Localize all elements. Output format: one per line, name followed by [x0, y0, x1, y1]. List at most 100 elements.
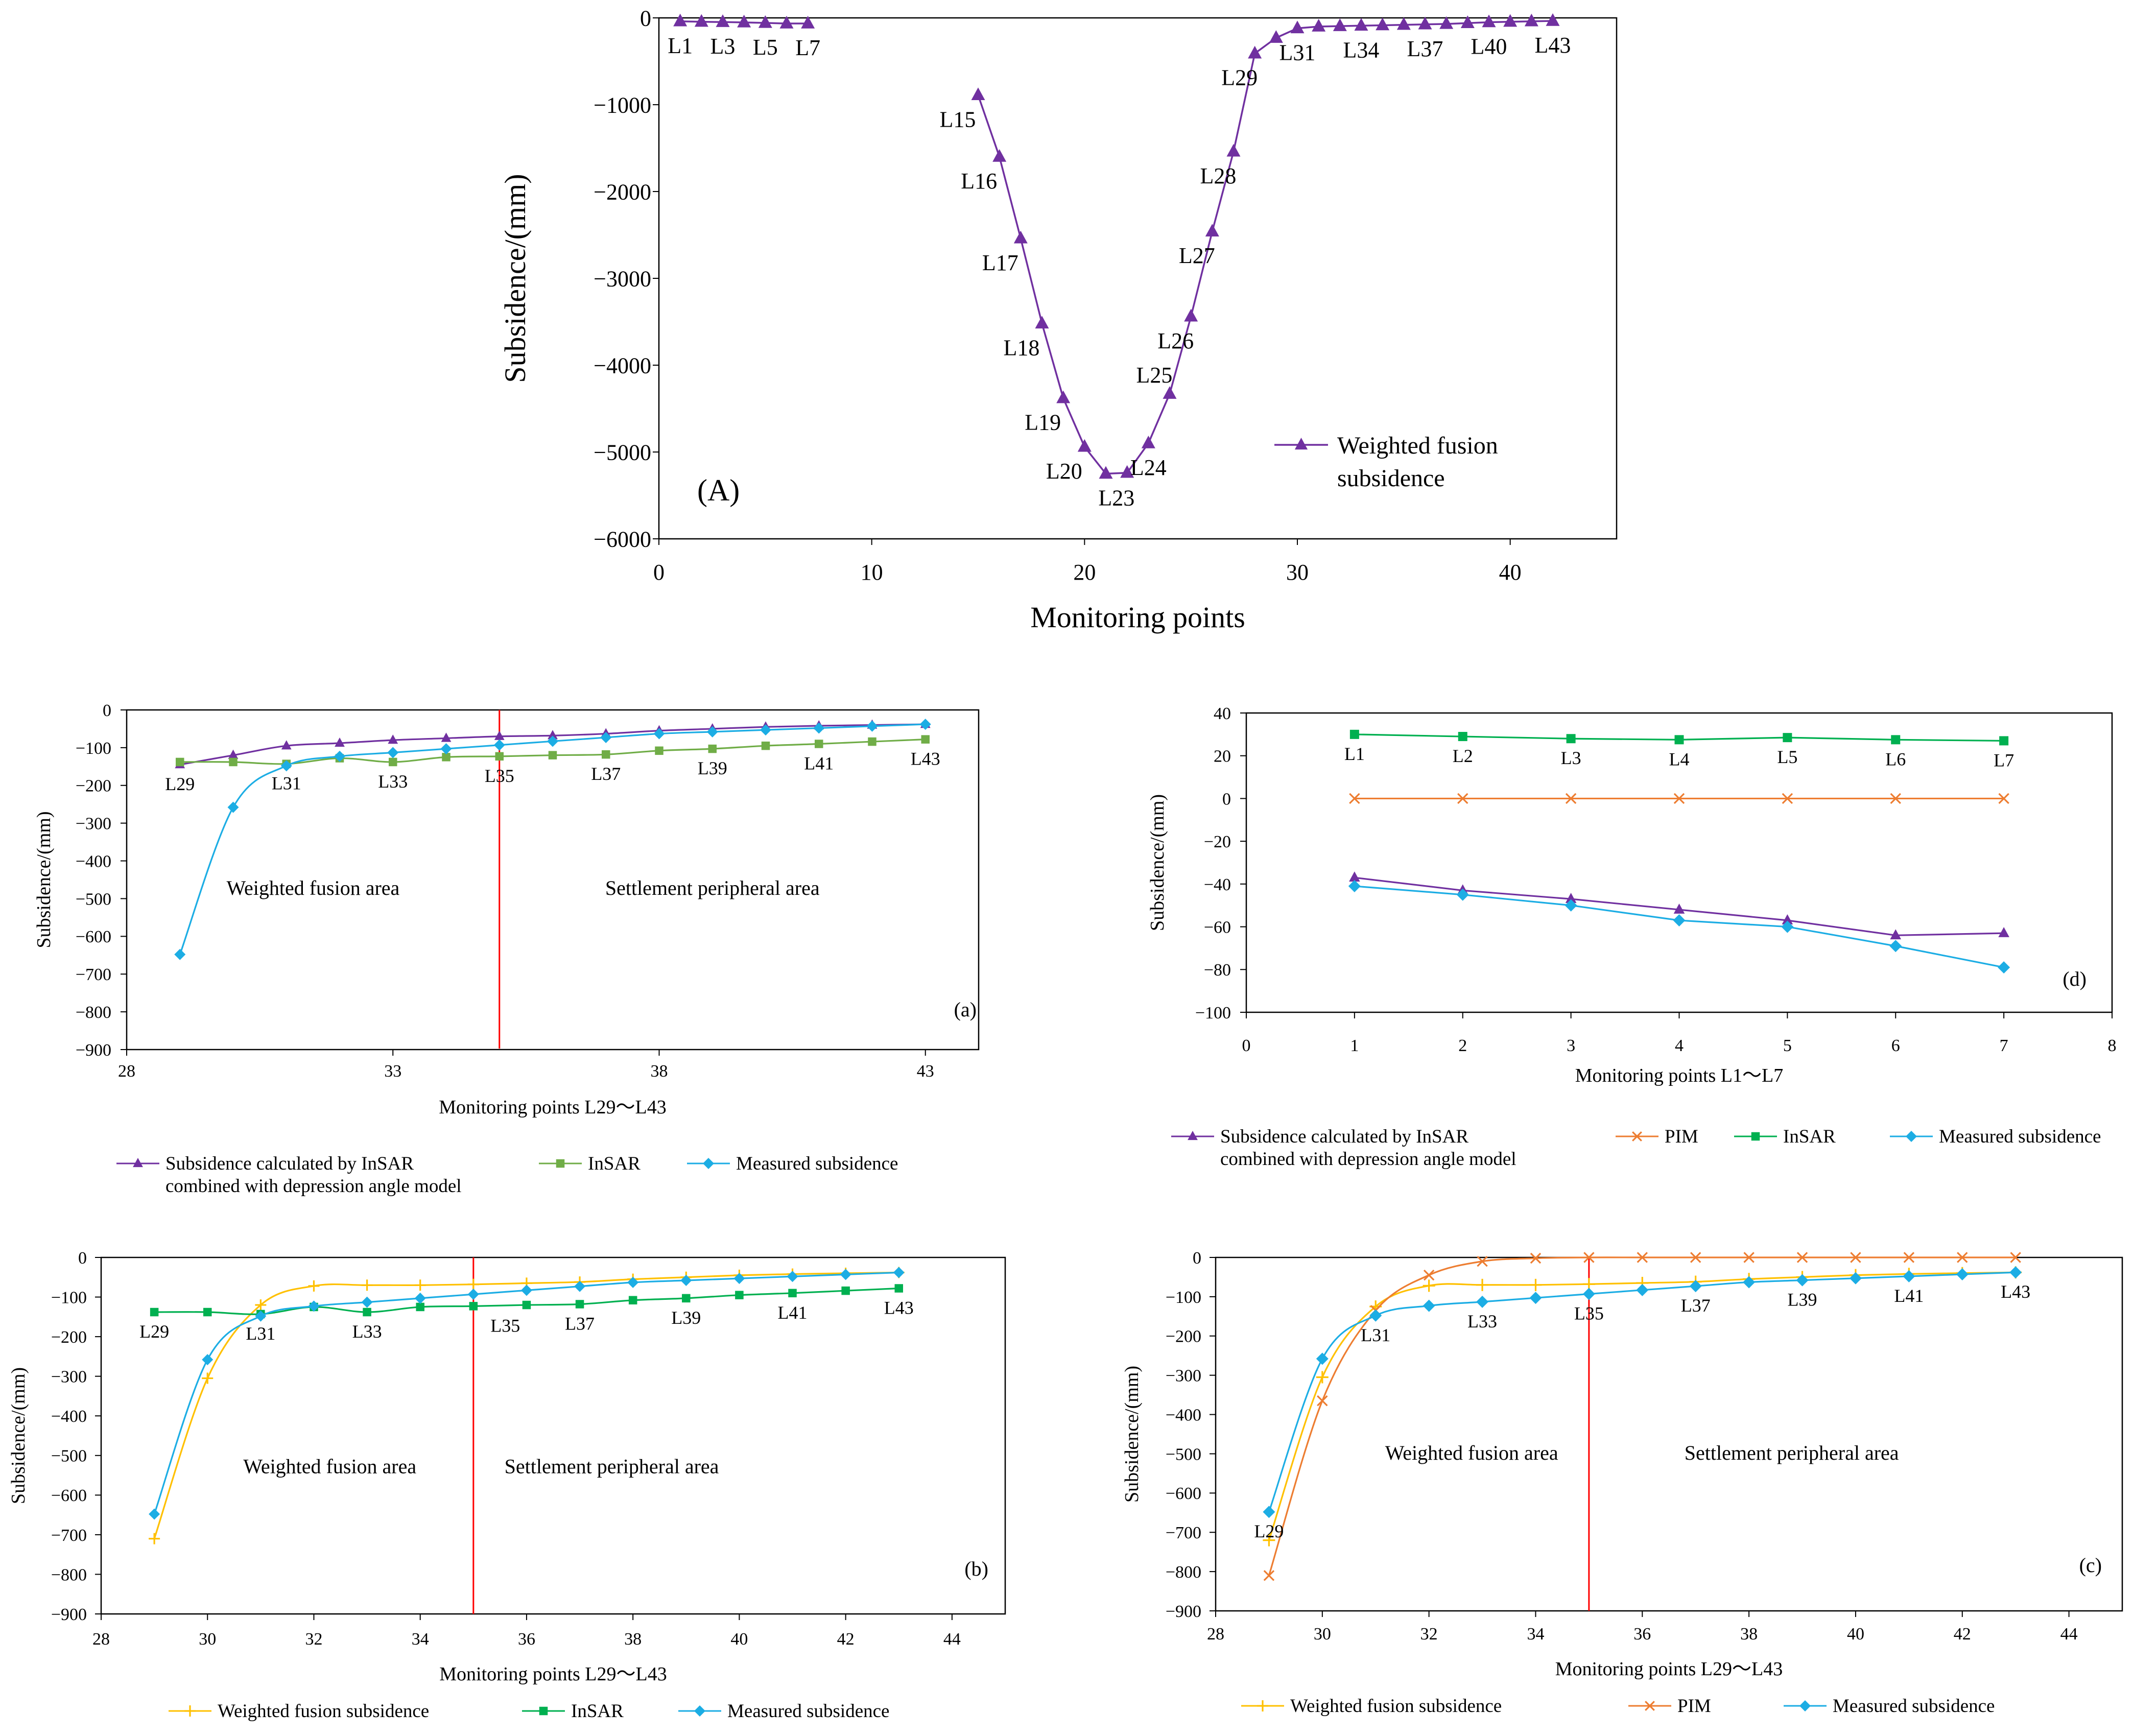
data-point	[815, 740, 823, 748]
y-tick-label: −500	[76, 890, 111, 909]
data-point	[893, 1267, 905, 1278]
y-tick-label: −800	[1166, 1563, 1201, 1582]
x-tick-label: 28	[92, 1630, 110, 1649]
legend-marker	[133, 1158, 143, 1168]
y-tick-label: 40	[1214, 704, 1231, 723]
point-label: L3	[710, 34, 736, 59]
data-point	[361, 1296, 373, 1308]
data-point	[1566, 734, 1576, 744]
region-label: Weighted fusion area	[1385, 1441, 1558, 1464]
point-label: L31	[272, 773, 301, 794]
y-tick-label: −900	[1166, 1602, 1201, 1621]
legend-label: Weighted fusion subsidence	[218, 1701, 429, 1722]
data-point	[787, 1271, 798, 1282]
x-axis-label: Monitoring points L29～L43	[439, 1097, 666, 1118]
y-tick-label: −800	[51, 1565, 87, 1584]
y-axis-label: Subsidence/(mm)	[33, 811, 55, 948]
data-point	[1530, 1252, 1542, 1264]
data-point	[1263, 1534, 1275, 1547]
y-tick-label: 0	[640, 6, 651, 31]
data-point	[520, 1285, 532, 1296]
data-point	[335, 738, 345, 747]
plot-frame	[126, 709, 980, 1051]
x-tick-label: 36	[518, 1630, 535, 1649]
x-tick-label: 8	[2108, 1036, 2117, 1055]
legend-label: Subsidence calculated by InSAR	[165, 1153, 414, 1174]
data-point	[150, 1307, 159, 1317]
data-point	[334, 750, 345, 762]
point-label: L34	[1343, 37, 1380, 62]
legend-label: PIM	[1665, 1126, 1698, 1147]
legend-label: Weighted fusion	[1337, 432, 1498, 459]
data-point	[1565, 893, 1577, 903]
y-axis-label: Subsidence/(mm)	[1147, 794, 1168, 931]
data-point	[1477, 1255, 1488, 1267]
y-axis-label: Subsidence/(mm)	[8, 1367, 29, 1504]
x-tick-label: 40	[1847, 1625, 1864, 1644]
series-line	[1268, 1271, 2016, 1512]
data-point	[1999, 736, 2009, 746]
data-point	[992, 149, 1007, 162]
data-point	[1690, 1252, 1701, 1263]
data-point	[1903, 1252, 1915, 1263]
data-point	[733, 1273, 745, 1285]
x-tick-label: 40	[730, 1630, 748, 1649]
data-point	[229, 757, 238, 767]
data-point	[522, 1300, 531, 1310]
legend-marker	[539, 1706, 548, 1716]
x-tick-label: 28	[1207, 1625, 1224, 1644]
legend-label: InSAR	[1783, 1126, 1836, 1147]
y-tick-label: −400	[76, 852, 111, 871]
point-label: L33	[352, 1321, 382, 1342]
point-label: L37	[1407, 36, 1443, 61]
x-tick-label: 30	[1314, 1625, 1331, 1644]
chart-d: 40 20 0 −20 −40 −60 −80 −100 0 1 2 3 4 5 6 7 8 Monitoring…	[1147, 704, 2117, 1170]
legend-label: Measured subsidence	[1833, 1696, 1995, 1717]
data-point	[868, 737, 876, 746]
point-label: L28	[1200, 163, 1237, 188]
data-point	[1743, 1276, 1756, 1289]
data-point	[708, 744, 717, 753]
data-point	[1423, 1299, 1435, 1312]
x-tick-label: 32	[1420, 1625, 1438, 1644]
data-point	[387, 747, 399, 758]
series-line	[1268, 1256, 2016, 1576]
y-tick-label: −800	[76, 1003, 111, 1022]
data-point	[414, 1292, 426, 1304]
x-tick-label: 0	[1242, 1036, 1251, 1055]
point-label: L5	[753, 35, 778, 60]
data-point	[1637, 1252, 1648, 1263]
y-tick-label: −100	[1195, 1004, 1231, 1022]
legend-label: InSAR	[571, 1701, 624, 1722]
point-label: L1	[1344, 744, 1365, 764]
legend-marker	[694, 1705, 705, 1717]
data-point	[149, 1533, 160, 1544]
point-label: L31	[246, 1323, 275, 1344]
y-axis-label: Subsidence/(mm)	[1121, 1366, 1143, 1503]
data-point	[1333, 18, 1347, 31]
data-point	[840, 1269, 851, 1280]
point-label: L1	[668, 33, 693, 58]
data-point	[1476, 1278, 1489, 1291]
region-label: Settlement peripheral area	[1685, 1441, 1899, 1464]
legend: Weighted fusion subsidence	[1274, 432, 1498, 492]
point-label: L33	[378, 771, 408, 792]
panel-label: (d)	[2063, 967, 2087, 990]
plot-frame	[1215, 1256, 2123, 1612]
point-label: L37	[1681, 1295, 1711, 1316]
point-label: L18	[1004, 335, 1040, 360]
x-tick-label: 42	[1954, 1625, 1971, 1644]
data-point	[414, 1279, 426, 1291]
legend-label: combined with depression angle model	[1220, 1149, 1516, 1170]
data-point	[1035, 316, 1049, 329]
point-label: L39	[698, 758, 727, 778]
data-point	[1349, 729, 1359, 739]
data-point	[1783, 733, 1792, 743]
x-tick-label: 44	[943, 1630, 961, 1649]
chart-c: 0 −100 −200 −300 −400 −500 −600 −700 −800 −900 28 3…	[1121, 1249, 2123, 1717]
data-point	[1457, 793, 1468, 804]
data-point	[1141, 436, 1155, 448]
x-tick-label: 20	[1073, 560, 1096, 585]
y-tick-label: −600	[1166, 1484, 1201, 1503]
